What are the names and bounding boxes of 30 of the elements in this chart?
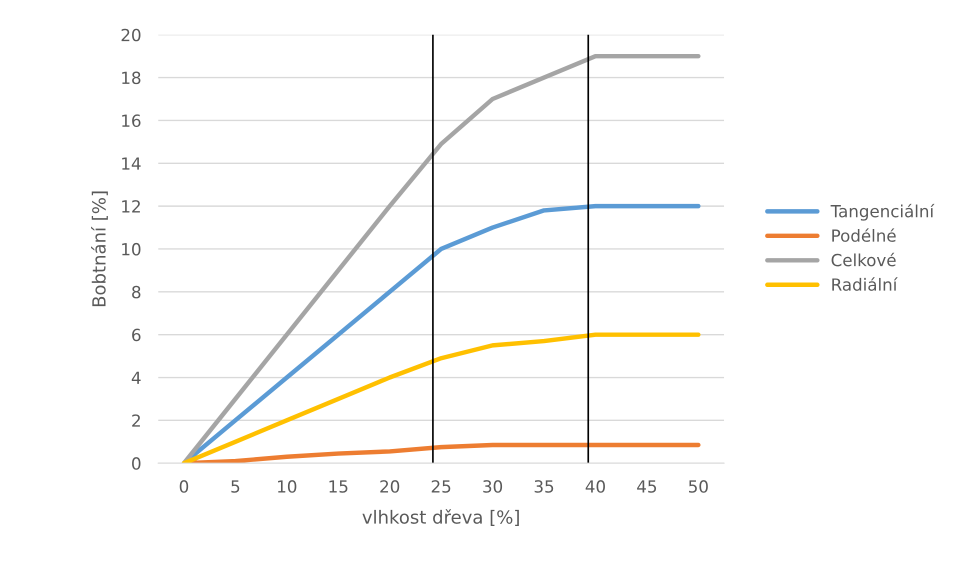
y-tick-label: 6: [132, 328, 141, 342]
line-series: [182, 54, 701, 464]
y-tick-label: 10: [122, 242, 140, 256]
y-tick-label: 12: [122, 200, 140, 212]
x-tick-label: 50: [689, 480, 708, 493]
x-tick-label: 20: [380, 480, 400, 493]
legend-label: Tangenciální: [830, 204, 935, 221]
y-tick-label: 2: [132, 414, 140, 427]
y-tick-label: 14: [122, 157, 141, 170]
legend-label: Celkové: [832, 252, 896, 266]
legend-label: Radiální: [832, 277, 898, 291]
line-series: [182, 332, 701, 464]
y-tick-label: 16: [122, 114, 141, 127]
y-tick-label: 4: [132, 372, 141, 384]
y-axis-title: Bobtnání [%]: [91, 192, 108, 306]
x-tick-label: 40: [586, 480, 605, 493]
y-tick-label: 18: [122, 72, 140, 84]
legend-label: Podélné: [832, 228, 896, 242]
x-tick-label: 35: [534, 480, 554, 493]
x-tick-label: 15: [329, 480, 348, 493]
x-tick-label: 5: [231, 480, 240, 493]
x-tick-label: 0: [180, 480, 188, 493]
x-tick-label: 30: [483, 480, 502, 493]
x-tick-label: 45: [637, 480, 656, 493]
y-tick-label: 0: [132, 457, 140, 470]
x-tick-label: 25: [432, 480, 450, 493]
x-axis-title: vlhkost dřeva [%]: [362, 509, 519, 526]
x-tick-label: 10: [278, 480, 296, 493]
y-tick-label: 8: [132, 286, 140, 298]
y-tick-label: 20: [122, 28, 140, 42]
